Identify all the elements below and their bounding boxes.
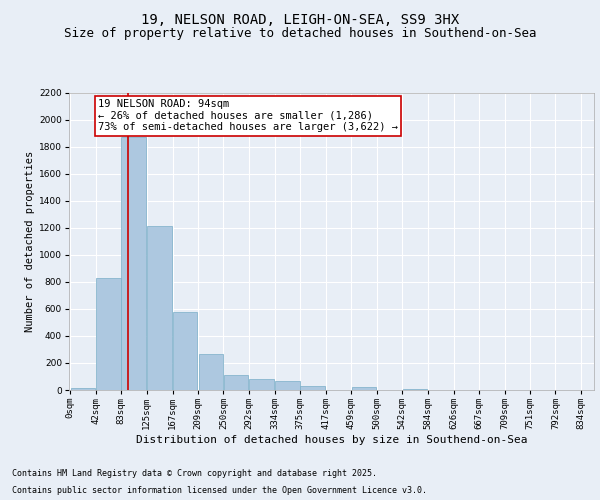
Bar (96, 278, 121, 390)
Text: Size of property relative to detached houses in Southend-on-Sea: Size of property relative to detached ho… (64, 28, 536, 40)
Bar (224, 375, 248, 390)
Text: 19, NELSON ROAD, LEIGH-ON-SEA, SS9 3HX: 19, NELSON ROAD, LEIGH-ON-SEA, SS9 3HX (141, 12, 459, 26)
Bar (71, 388, 95, 390)
Bar (250, 379, 274, 390)
Text: Contains HM Land Registry data © Crown copyright and database right 2025.: Contains HM Land Registry data © Crown c… (12, 468, 377, 477)
Bar (403, 388, 427, 390)
Y-axis label: Number of detached properties: Number of detached properties (25, 150, 35, 332)
Text: Contains public sector information licensed under the Open Government Licence v3: Contains public sector information licen… (12, 486, 427, 495)
Bar (275, 380, 299, 390)
Bar (300, 386, 325, 390)
X-axis label: Distribution of detached houses by size in Southend-on-Sea: Distribution of detached houses by size … (136, 434, 527, 445)
Bar (352, 386, 376, 390)
Bar (199, 354, 223, 390)
Bar (121, 137, 146, 390)
Bar (147, 226, 172, 390)
Text: 19 NELSON ROAD: 94sqm
← 26% of detached houses are smaller (1,286)
73% of semi-d: 19 NELSON ROAD: 94sqm ← 26% of detached … (98, 100, 398, 132)
Bar (173, 312, 197, 390)
